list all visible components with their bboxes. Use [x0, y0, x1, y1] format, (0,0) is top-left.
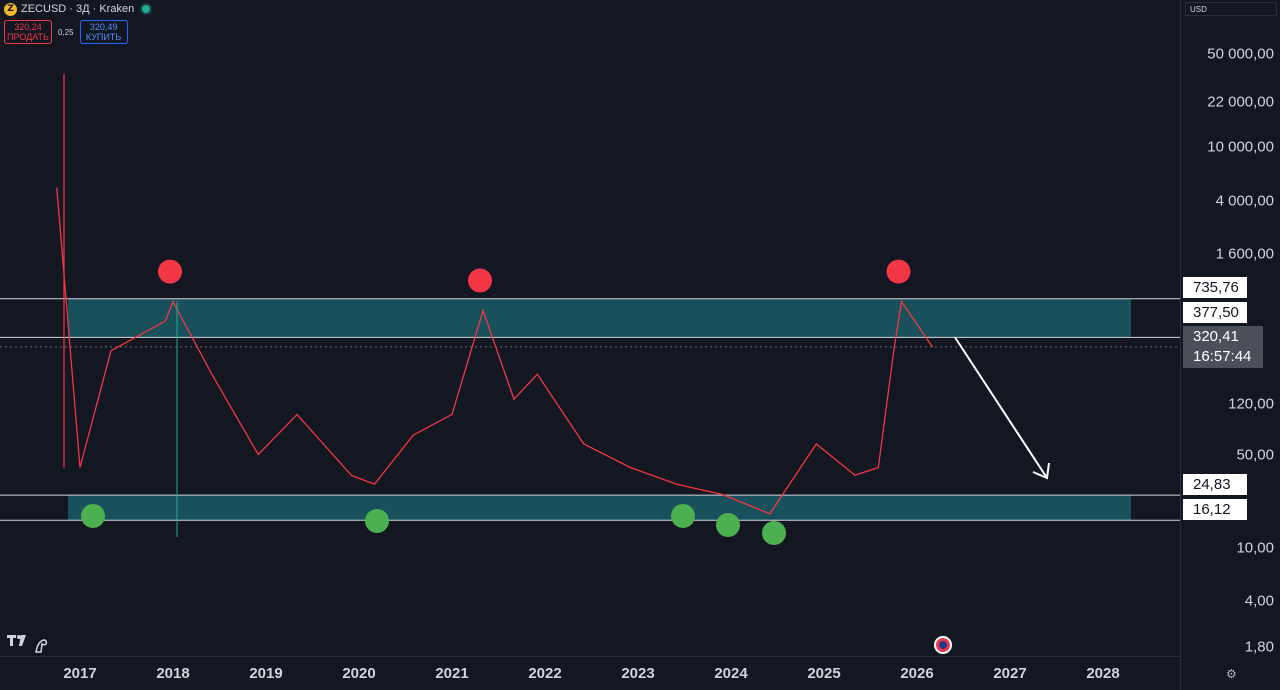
year-label: 2026 [900, 665, 934, 682]
year-label: 2018 [156, 665, 190, 682]
year-label: 2020 [342, 665, 376, 682]
price-label: 120,00 [1228, 395, 1274, 413]
chart-area[interactable]: Z ZECUSD · 3Д · Kraken 320,24 ПРОДАТЬ 0,… [0, 0, 1180, 656]
low-marker-2 [671, 504, 695, 528]
current-price-box: 320,41 16:57:44 [1183, 326, 1263, 368]
high-marker-2 [886, 259, 911, 284]
tradingview-logo-icon[interactable] [6, 632, 48, 659]
year-label: 2024 [714, 665, 748, 682]
low-marker-4 [762, 521, 786, 545]
price-label: 4 000,00 [1215, 192, 1274, 210]
symbol-title[interactable]: ZECUSD · 3Д · Kraken [21, 3, 135, 15]
current-price: 320,41 [1193, 328, 1239, 345]
low-marker-0 [81, 504, 105, 528]
buy-price: 320,49 [89, 22, 118, 32]
symbol-header[interactable]: Z ZECUSD · 3Д · Kraken [4, 0, 151, 18]
trade-buttons: 320,24 ПРОДАТЬ 0,25 320,49 КУПИТЬ [4, 20, 128, 44]
price-label: 1 600,00 [1215, 245, 1274, 263]
support-zone [68, 495, 1131, 521]
buy-button[interactable]: 320,49 КУПИТЬ [79, 20, 128, 44]
low-marker-1 [365, 509, 389, 533]
high-marker-1 [468, 268, 492, 293]
projection-arrow-head [1032, 462, 1050, 480]
year-label: 2017 [63, 665, 97, 682]
time-axis[interactable]: 2017 2018 2019 2020 2021 2022 2023 2024 2025 2026… [0, 656, 1180, 690]
tag-zone-mid: 377,50 [1183, 302, 1247, 323]
tag-zone-top: 735,76 [1183, 277, 1247, 298]
projection-arrow-line [954, 336, 1048, 479]
sell-label: ПРОДАТЬ [7, 32, 49, 42]
price-label: 1,80 [1244, 638, 1274, 656]
price-label: 50,00 [1236, 446, 1274, 464]
year-label: 2022 [528, 665, 562, 682]
axis-settings-icon[interactable]: ⚙ [1226, 667, 1237, 681]
spread-value: 0,25 [58, 27, 74, 37]
sell-price: 320,24 [14, 22, 42, 32]
year-label: 2021 [435, 665, 469, 682]
tag-support-bottom: 16,12 [1183, 499, 1247, 520]
year-label: 2019 [249, 665, 283, 682]
tag-support-top: 24,83 [1183, 474, 1247, 495]
price-axis[interactable]: USD 50 000,00 22 000,00 10 000,00 4 000,00 1… [1180, 0, 1280, 690]
year-label: 2027 [993, 665, 1027, 682]
market-status-dot-icon [142, 5, 151, 13]
price-label: 22 000,00 [1207, 93, 1274, 111]
low-marker-3 [716, 513, 740, 537]
buy-label: КУПИТЬ [85, 32, 122, 42]
high-marker-0 [158, 259, 182, 284]
sell-button[interactable]: 320,24 ПРОДАТЬ [4, 20, 52, 44]
price-label: 10 000,00 [1207, 138, 1274, 156]
currency-select[interactable]: USD [1185, 2, 1277, 16]
price-label: 4,00 [1244, 592, 1274, 610]
price-label: 10,00 [1236, 539, 1274, 557]
price-series-line [56, 187, 934, 515]
year-label: 2023 [621, 665, 655, 682]
price-label: 50 000,00 [1207, 45, 1274, 63]
resistance-zone [68, 298, 1131, 338]
us-flag-icon[interactable] [934, 636, 952, 654]
bar-countdown: 16:57:44 [1193, 348, 1252, 365]
zcash-coin-icon: Z [4, 2, 17, 16]
year-label: 2028 [1086, 665, 1120, 682]
year-label: 2025 [807, 665, 841, 682]
chart-canvas[interactable] [0, 0, 1180, 656]
